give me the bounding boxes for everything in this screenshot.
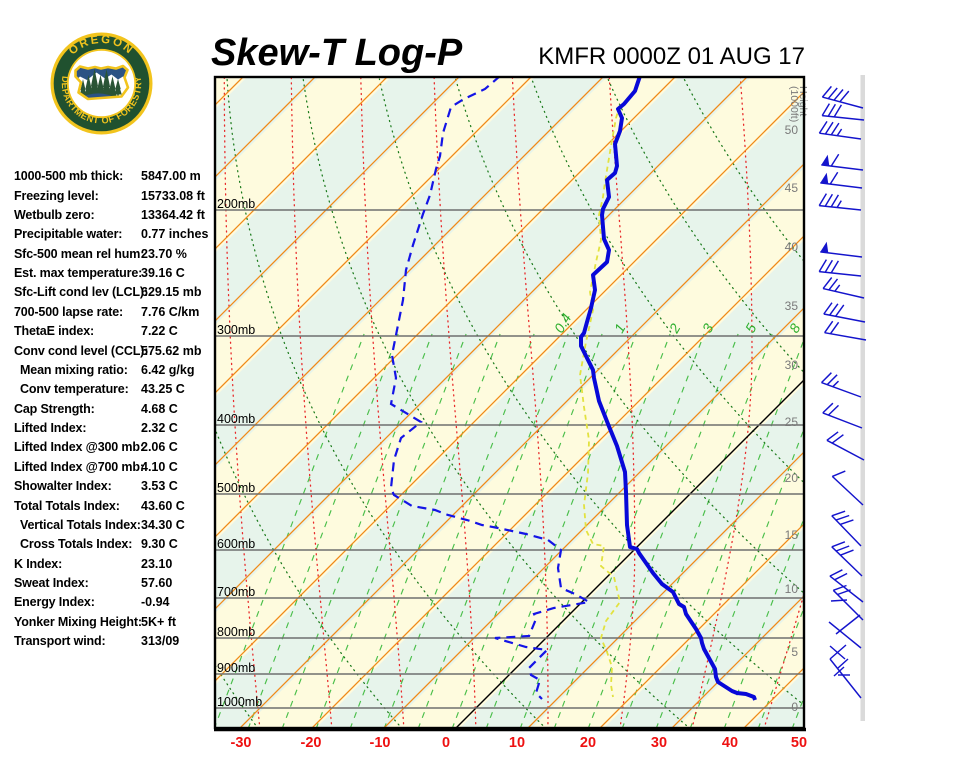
svg-text:500mb: 500mb — [217, 481, 255, 495]
svg-text:35: 35 — [785, 299, 799, 313]
svg-text:700mb: 700mb — [217, 585, 255, 599]
svg-text:30: 30 — [785, 358, 799, 372]
svg-text:200mb: 200mb — [217, 197, 255, 211]
svg-text:900mb: 900mb — [217, 661, 255, 675]
svg-text:5: 5 — [791, 645, 798, 659]
svg-text:40: 40 — [722, 735, 738, 751]
svg-text:20: 20 — [785, 471, 799, 485]
svg-text:40: 40 — [785, 240, 799, 254]
svg-text:50: 50 — [785, 123, 799, 137]
svg-text:400mb: 400mb — [217, 412, 255, 426]
svg-text:0: 0 — [791, 700, 798, 714]
svg-text:-30: -30 — [231, 735, 252, 751]
svg-text:15: 15 — [785, 528, 799, 542]
svg-text:-10: -10 — [370, 735, 391, 751]
svg-text:600mb: 600mb — [217, 537, 255, 551]
svg-text:1000mb: 1000mb — [217, 695, 262, 709]
svg-text:20: 20 — [580, 735, 596, 751]
svg-text:45: 45 — [785, 181, 799, 195]
svg-text:50: 50 — [791, 735, 807, 751]
svg-text:10: 10 — [509, 735, 525, 751]
svg-text:10: 10 — [785, 582, 799, 596]
svg-text:0: 0 — [442, 735, 450, 751]
svg-text:300mb: 300mb — [217, 323, 255, 337]
svg-text:(1000ft): (1000ft) — [788, 86, 800, 122]
svg-text:800mb: 800mb — [217, 625, 255, 639]
svg-text:25: 25 — [785, 415, 799, 429]
svg-text:-20: -20 — [301, 735, 322, 751]
svg-text:30: 30 — [651, 735, 667, 751]
